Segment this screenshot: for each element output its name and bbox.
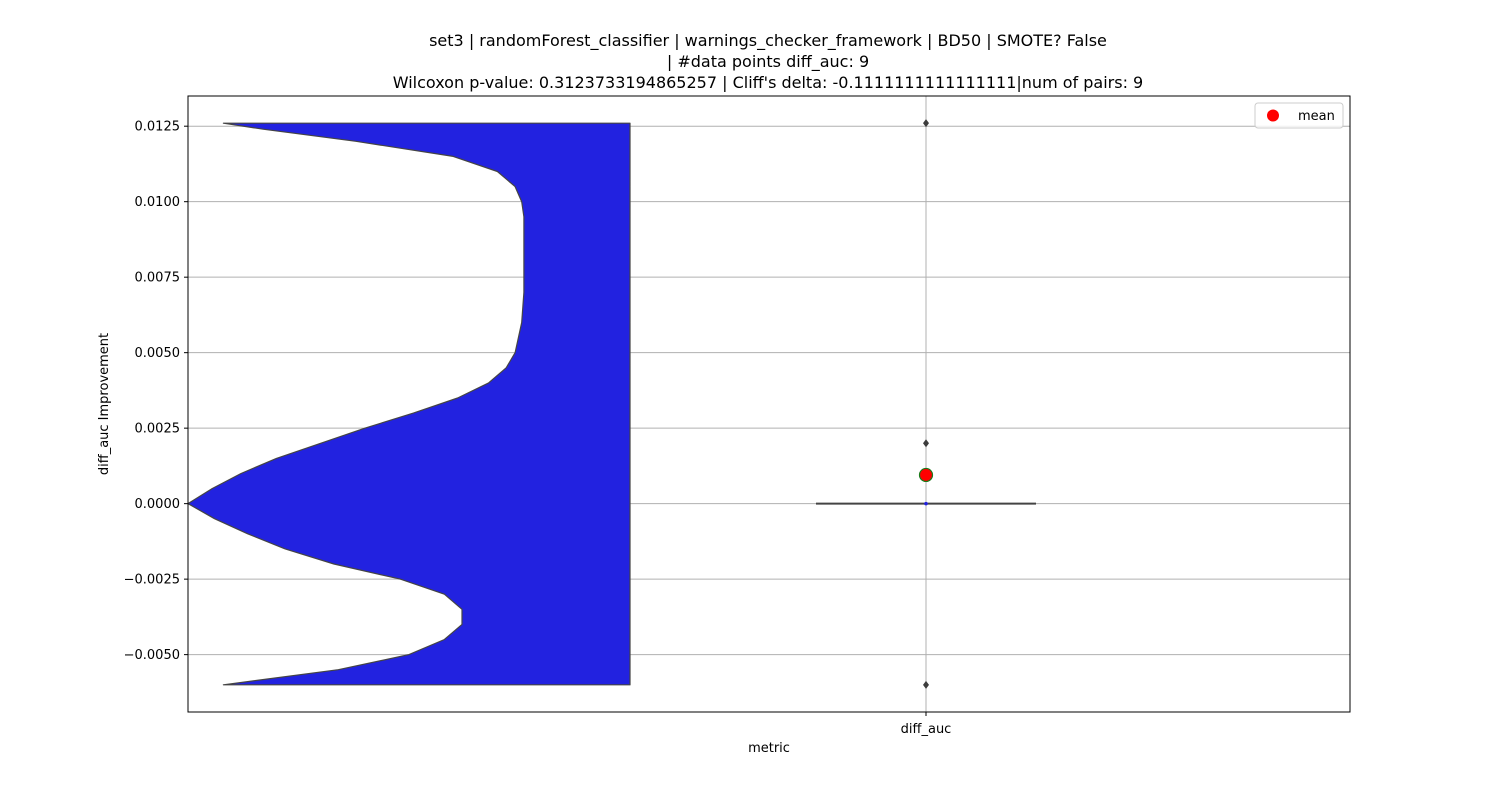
y-axis-label: diff_auc Improvement [97, 333, 112, 475]
outlier-point [923, 680, 929, 689]
chart-title-line-2: | #data points diff_auc: 9 [667, 52, 869, 72]
y-axis-ticks: −0.0050 −0.0025 0.0000 0.0025 0.0050 0.0075 0.… [124, 120, 188, 663]
plot-area-frame [187, 95, 1351, 713]
legend-mean-marker [1267, 109, 1279, 122]
y-tick-label: −0.0050 [124, 648, 180, 663]
y-tick-label: −0.0025 [124, 573, 180, 588]
grid [188, 96, 1350, 712]
x-axis-label: metric [748, 741, 790, 756]
box-plot [816, 119, 1036, 689]
legend-mean-label: mean [1298, 109, 1335, 124]
chart-title-line-3: Wilcoxon p-value: 0.3123733194865257 | C… [393, 73, 1143, 92]
x-axis-ticks: diff_auc [901, 712, 952, 737]
y-tick-label: 0.0100 [135, 195, 181, 210]
x-tick-label: diff_auc [901, 722, 952, 737]
legend: mean [1254, 102, 1344, 129]
y-tick-label: 0.0000 [135, 497, 181, 512]
box-median-dot [924, 501, 928, 506]
y-tick-label: 0.0025 [135, 422, 181, 437]
violin-plot [187, 122, 631, 686]
y-tick-label: 0.0075 [135, 271, 181, 286]
y-tick-label: 0.0050 [135, 346, 181, 361]
outlier-point [923, 439, 929, 448]
legend-box [1254, 102, 1344, 129]
chart-title-line-1: set3 | randomForest_classifier | warning… [429, 31, 1107, 51]
violin-body [187, 122, 631, 686]
y-tick-label: 0.0125 [135, 120, 181, 135]
outlier-point [923, 119, 929, 128]
mean-marker [918, 467, 934, 483]
